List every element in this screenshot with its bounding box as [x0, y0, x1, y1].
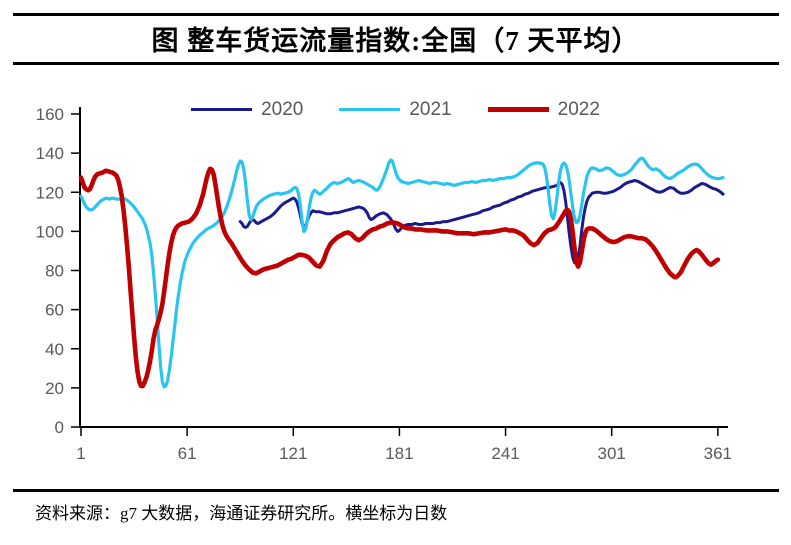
top-divider [13, 13, 779, 16]
y-tick-label: 140 [36, 144, 64, 163]
series-line-2022 [78, 166, 721, 389]
y-tick-label: 0 [55, 418, 64, 437]
y-tick-label: 100 [36, 222, 64, 241]
series-line-2021 [79, 156, 725, 389]
legend-label: 2021 [409, 99, 452, 120]
legend-item-2022: 2022 [487, 99, 600, 120]
footer-divider [13, 489, 779, 492]
x-tick-label: 1 [76, 444, 85, 463]
legend-item-2020: 2020 [191, 100, 303, 119]
legend-swatch-2021 [339, 108, 401, 111]
y-tick-label: 60 [45, 301, 64, 320]
page-title: 图 整车货运流量指数:全国（7 天平均） [151, 26, 640, 56]
x-tick-label: 361 [704, 444, 732, 463]
y-tick-label: 40 [45, 340, 64, 359]
y-tick-label: 20 [45, 379, 64, 398]
y-tick-label: 120 [36, 183, 64, 202]
x-tick-label: 241 [491, 444, 519, 463]
source-note: 资料来源：g7 大数据，海通证券研究所。横坐标为日数 [35, 504, 448, 523]
x-tick-label: 61 [178, 444, 197, 463]
legend-label: 2020 [261, 99, 304, 120]
title-divider [13, 62, 779, 65]
y-tick-label: 80 [45, 262, 64, 281]
y-tick-label: 160 [36, 105, 64, 124]
legend-label: 2022 [557, 99, 600, 120]
legend-swatch-2022 [487, 107, 549, 112]
legend-item-2021: 2021 [339, 99, 452, 120]
x-tick-label: 121 [279, 444, 307, 463]
legend-swatch-2020 [191, 108, 253, 111]
x-tick-label: 301 [598, 444, 626, 463]
x-tick-label: 181 [385, 444, 413, 463]
chart-legend: 2020 2021 2022 [0, 100, 791, 119]
